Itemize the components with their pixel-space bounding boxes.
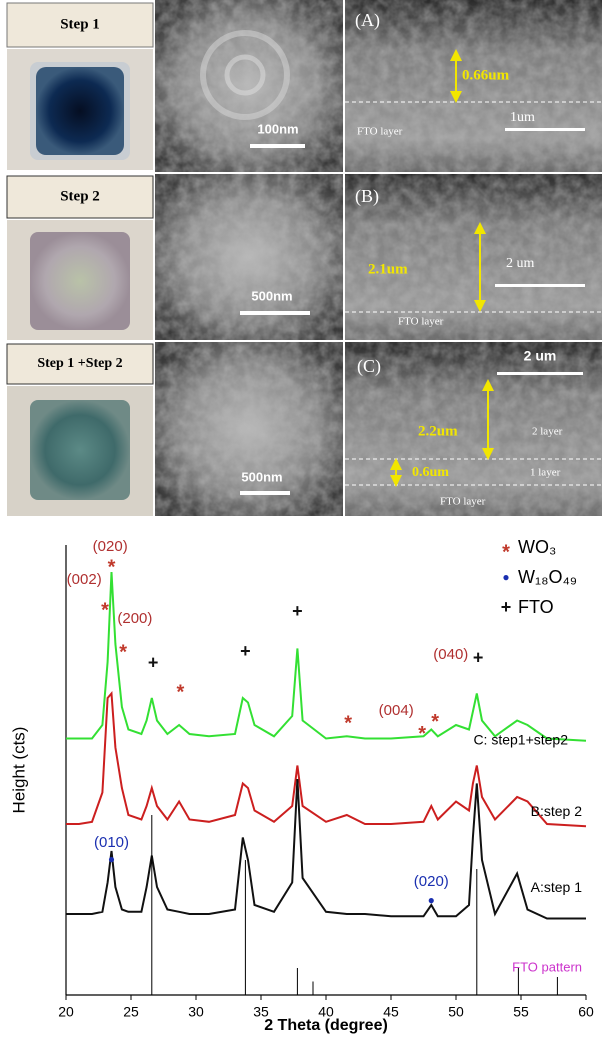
photo-film <box>30 232 130 330</box>
legend-label: FTO <box>518 597 554 617</box>
peak-marker: ● <box>428 893 435 907</box>
peak-marker: * <box>119 641 127 663</box>
peak-marker: + <box>148 653 159 673</box>
x-tick-label: 25 <box>123 1004 139 1020</box>
layer-label: FTO layer <box>398 316 444 328</box>
reference-label: FTO pattern <box>512 959 582 974</box>
x-tick-label: 35 <box>253 1004 269 1020</box>
legend-label: WO₃ <box>518 537 556 557</box>
legend-symbol: + <box>501 597 512 617</box>
scale-label: 2 um <box>506 256 535 271</box>
thickness-label: 0.6um <box>412 465 449 480</box>
x-tick-label: 55 <box>513 1004 529 1020</box>
scale-bar <box>505 128 585 131</box>
x-tick-label: 50 <box>448 1004 464 1020</box>
cross-section-texture <box>345 174 602 340</box>
peak-marker: + <box>473 648 484 668</box>
legend-label: W₁₈O₄₉ <box>518 567 577 587</box>
peak-marker: * <box>418 723 426 745</box>
x-axis-title: 2 Theta (degree) <box>264 1017 388 1034</box>
panel-label: (B) <box>355 186 379 207</box>
series-label: B:step 2 <box>531 803 583 819</box>
legend-symbol: ● <box>502 570 509 584</box>
peak-marker: * <box>108 556 116 578</box>
peak-annotation: (200) <box>117 610 152 627</box>
series-label: A:step 1 <box>531 879 583 895</box>
layer-label: FTO layer <box>357 126 403 138</box>
sem-texture <box>155 342 343 516</box>
scale-label: 2 um <box>524 348 557 364</box>
panel-label: (A) <box>355 10 380 31</box>
series-line <box>66 779 586 919</box>
peak-marker: * <box>177 681 185 703</box>
thickness-label: 2.1um <box>368 261 408 277</box>
peak-marker: + <box>240 641 251 661</box>
figure: Step 1 100nm (A) 0.66um 1um FTO layer St… <box>0 0 607 1040</box>
peak-annotation: (020) <box>414 873 449 890</box>
x-tick-label: 30 <box>188 1004 204 1020</box>
layer-label: FTO layer <box>440 496 486 508</box>
thickness-label: 0.66um <box>462 67 510 83</box>
peak-annotation: (002) <box>67 571 102 588</box>
peak-annotation: (010) <box>94 834 129 851</box>
scale-label: 500nm <box>241 469 282 484</box>
xrd-chart: 2 Theta (degree) Height (cts) 20 25 30 35 40… <box>9 537 594 1034</box>
series-label: C: step1+step2 <box>473 731 568 747</box>
cross-section-texture <box>345 0 602 172</box>
layer-label: 1 layer <box>530 467 561 479</box>
peak-marker: * <box>344 712 352 734</box>
peak-marker: * <box>101 599 109 621</box>
sem-texture <box>155 174 343 340</box>
step-label: Step 2 <box>60 188 100 204</box>
scale-bar <box>497 372 583 375</box>
cross-section-texture <box>345 342 602 516</box>
panel-label: (C) <box>357 356 381 377</box>
thickness-label: 2.2um <box>418 423 458 439</box>
scale-label: 100nm <box>257 121 298 136</box>
peak-annotation: (020) <box>93 538 128 555</box>
row-3: Step 1 +Step 2 500nm (C) 2 um 2.2um 0.6u… <box>7 342 602 516</box>
scale-label: 500nm <box>251 288 292 303</box>
step-label: Step 1 <box>60 16 100 32</box>
x-tick-label: 20 <box>58 1004 74 1020</box>
peak-marker: * <box>431 711 439 733</box>
scale-bar <box>240 491 290 495</box>
row-2: Step 2 500nm (B) 2.1um 2 um FTO layer <box>7 174 602 340</box>
scale-bar <box>240 311 310 315</box>
peak-annotation: (040) <box>433 646 468 663</box>
x-tick-label: 45 <box>383 1004 399 1020</box>
y-axis-title: Height (cts) <box>9 727 28 814</box>
peak-annotation: (004) <box>379 702 414 719</box>
x-tick-label: 60 <box>578 1004 594 1020</box>
scale-label: 1um <box>510 110 535 125</box>
photo-film <box>30 400 130 500</box>
peak-marker: + <box>292 601 303 621</box>
row-1: Step 1 100nm (A) 0.66um 1um FTO layer <box>7 0 602 172</box>
sem-texture <box>155 0 343 172</box>
peak-marker: ● <box>108 852 115 866</box>
step-label: Step 1 +Step 2 <box>37 356 122 371</box>
photo-film <box>36 67 124 155</box>
series-line <box>66 694 586 827</box>
layer-label: 2 layer <box>532 426 563 438</box>
scale-bar <box>250 144 305 148</box>
scale-bar <box>495 284 585 287</box>
x-tick-label: 40 <box>318 1004 334 1020</box>
legend-symbol: * <box>502 541 510 563</box>
